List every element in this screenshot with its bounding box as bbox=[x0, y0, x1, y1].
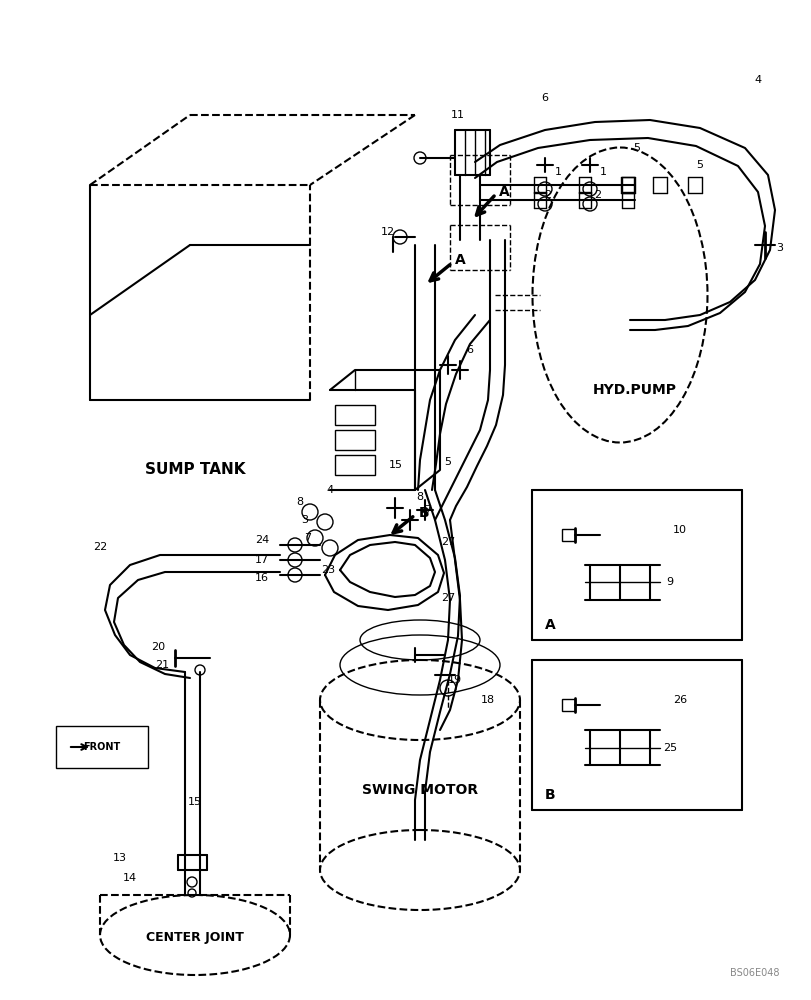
Text: 10: 10 bbox=[672, 525, 686, 535]
Text: 4: 4 bbox=[326, 485, 333, 495]
Text: 7: 7 bbox=[304, 533, 311, 543]
Text: 8: 8 bbox=[296, 497, 303, 507]
Text: 3: 3 bbox=[301, 515, 308, 525]
Text: 6: 6 bbox=[466, 345, 473, 355]
Text: 11: 11 bbox=[450, 110, 465, 120]
FancyBboxPatch shape bbox=[561, 529, 574, 541]
Text: HYD.PUMP: HYD.PUMP bbox=[592, 383, 676, 397]
Text: 2: 2 bbox=[594, 190, 601, 200]
Text: 5: 5 bbox=[444, 457, 451, 467]
Text: 27: 27 bbox=[440, 537, 454, 547]
Text: 13: 13 bbox=[113, 853, 127, 863]
Text: 25: 25 bbox=[662, 743, 676, 753]
Text: 1: 1 bbox=[599, 167, 606, 177]
FancyBboxPatch shape bbox=[335, 405, 375, 425]
Text: 5: 5 bbox=[633, 143, 640, 153]
Text: A: A bbox=[454, 253, 465, 267]
Text: 24: 24 bbox=[255, 535, 268, 545]
FancyBboxPatch shape bbox=[56, 726, 148, 768]
Text: 7: 7 bbox=[424, 505, 431, 515]
Text: A: A bbox=[544, 618, 555, 632]
Text: 6: 6 bbox=[541, 93, 547, 103]
Text: 22: 22 bbox=[92, 542, 107, 552]
Text: 2: 2 bbox=[543, 190, 551, 200]
Text: B: B bbox=[544, 788, 555, 802]
Text: 27: 27 bbox=[440, 593, 454, 603]
Text: 1: 1 bbox=[554, 167, 561, 177]
Text: SWING MOTOR: SWING MOTOR bbox=[362, 783, 478, 797]
Text: 18: 18 bbox=[480, 695, 495, 705]
Text: 17: 17 bbox=[255, 555, 268, 565]
Text: 15: 15 bbox=[388, 460, 402, 470]
Text: 21: 21 bbox=[155, 660, 169, 670]
Text: 9: 9 bbox=[666, 577, 673, 587]
Text: A: A bbox=[498, 185, 508, 199]
Text: FRONT: FRONT bbox=[84, 742, 121, 752]
Text: 15: 15 bbox=[188, 797, 202, 807]
Text: SUMP TANK: SUMP TANK bbox=[144, 462, 245, 478]
Text: BS06E048: BS06E048 bbox=[730, 968, 779, 978]
FancyBboxPatch shape bbox=[561, 699, 574, 711]
Text: 19: 19 bbox=[448, 675, 461, 685]
Text: CENTER JOINT: CENTER JOINT bbox=[146, 931, 243, 944]
Text: 8: 8 bbox=[416, 492, 423, 502]
Text: 26: 26 bbox=[672, 695, 686, 705]
Text: B: B bbox=[418, 506, 429, 520]
Text: 20: 20 bbox=[151, 642, 165, 652]
Text: 12: 12 bbox=[380, 227, 395, 237]
Text: 23: 23 bbox=[320, 565, 335, 575]
Text: 5: 5 bbox=[696, 160, 702, 170]
FancyBboxPatch shape bbox=[335, 455, 375, 475]
Text: 14: 14 bbox=[122, 873, 137, 883]
Text: 4: 4 bbox=[753, 75, 761, 85]
Text: 3: 3 bbox=[775, 243, 783, 253]
Text: 16: 16 bbox=[255, 573, 268, 583]
FancyBboxPatch shape bbox=[335, 430, 375, 450]
